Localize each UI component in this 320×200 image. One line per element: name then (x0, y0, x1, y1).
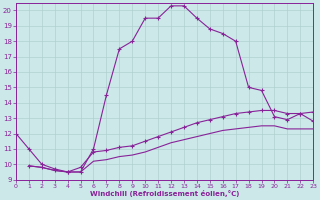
X-axis label: Windchill (Refroidissement éolien,°C): Windchill (Refroidissement éolien,°C) (90, 190, 239, 197)
